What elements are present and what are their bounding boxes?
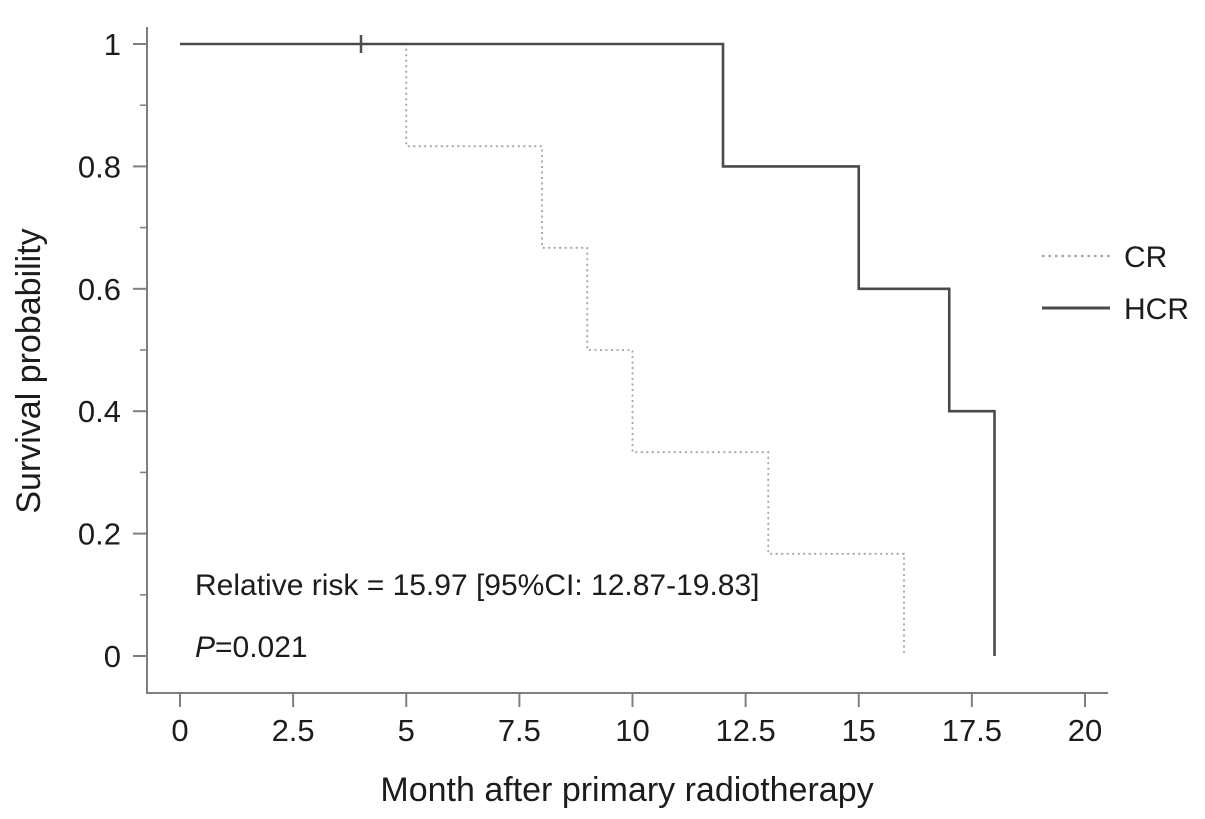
- legend-label-hcr: HCR: [1124, 293, 1189, 326]
- y-tick-label: 0.2: [78, 517, 121, 552]
- y-tick-label: 0.6: [78, 272, 121, 307]
- survival-curves: [180, 35, 996, 656]
- axes: [146, 27, 1108, 694]
- y-tick-label: 0.8: [78, 149, 121, 184]
- legend-label-cr: CR: [1124, 241, 1167, 274]
- x-axis-title: Month after primary radiotherapy: [380, 771, 873, 809]
- x-tick-label: 20: [1068, 713, 1102, 748]
- y-tick-label: 1: [104, 27, 121, 62]
- survival-curve-cr: [180, 43, 905, 656]
- y-tick-label: 0.4: [78, 394, 121, 429]
- relative-risk-text: Relative risk = 15.97 [95%CI: 12.87-19.8…: [195, 569, 760, 602]
- annotations: Relative risk = 15.97 [95%CI: 12.87-19.8…: [195, 569, 760, 664]
- x-tick-label: 0: [171, 713, 188, 748]
- y-tick-label: 0: [104, 639, 121, 674]
- x-tick-label: 7.5: [498, 713, 541, 748]
- p-value-text: P=0.021: [195, 631, 308, 664]
- x-tick-label: 10: [615, 713, 649, 748]
- x-tick-label: 15: [842, 713, 876, 748]
- x-tick-label: 5: [398, 713, 415, 748]
- y-axis-title: Survival probability: [10, 228, 48, 513]
- axis-ticks: 0 2.5 5 7.5 10 12.5 15 17.5 20 1 0.8 0.6 0.4 0.2 0: [78, 27, 1102, 748]
- x-tick-label: 2.5: [272, 713, 315, 748]
- survival-curve-hcr: [180, 42, 996, 656]
- x-tick-label: 17.5: [942, 713, 1002, 748]
- legend: CR HCR: [1042, 241, 1189, 326]
- x-tick-label: 12.5: [715, 713, 775, 748]
